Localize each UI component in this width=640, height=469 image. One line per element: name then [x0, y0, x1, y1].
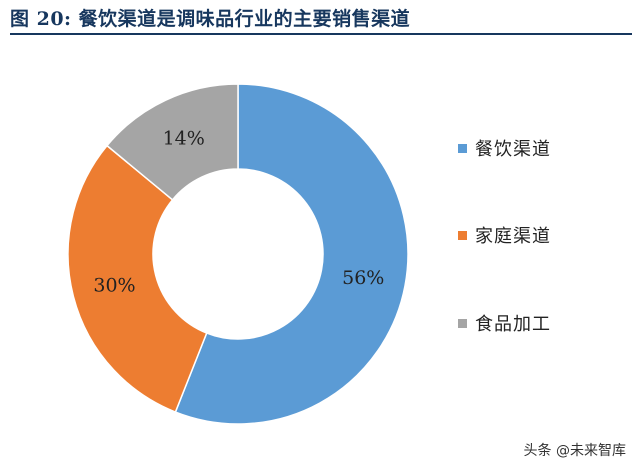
legend-swatch-household — [458, 230, 467, 240]
legend-label-food-processing: 食品加工 — [475, 314, 551, 335]
donut-slice-dining — [174, 83, 409, 425]
legend-item-household: 家庭渠道 — [458, 222, 551, 248]
legend-label-dining: 餐饮渠道 — [475, 139, 551, 160]
legend-item-food-processing: 食品加工 — [458, 310, 551, 336]
legend-swatch-food-processing — [458, 318, 467, 328]
donut-slice-household — [67, 144, 208, 414]
chart-title: 图 20: 餐饮渠道是调味品行业的主要销售渠道 — [10, 8, 411, 30]
data-label-household: 30% — [93, 275, 135, 297]
title-underline — [10, 33, 632, 35]
legend-item-dining: 餐饮渠道 — [458, 135, 551, 161]
data-label-dining: 56% — [342, 267, 384, 289]
legend-swatch-dining — [458, 143, 467, 153]
watermark: 头条 @未来智库 — [523, 443, 626, 459]
legend-label-household: 家庭渠道 — [475, 226, 551, 247]
donut-slice-food-processing — [105, 83, 239, 201]
data-label-food-processing: 14% — [163, 128, 205, 150]
